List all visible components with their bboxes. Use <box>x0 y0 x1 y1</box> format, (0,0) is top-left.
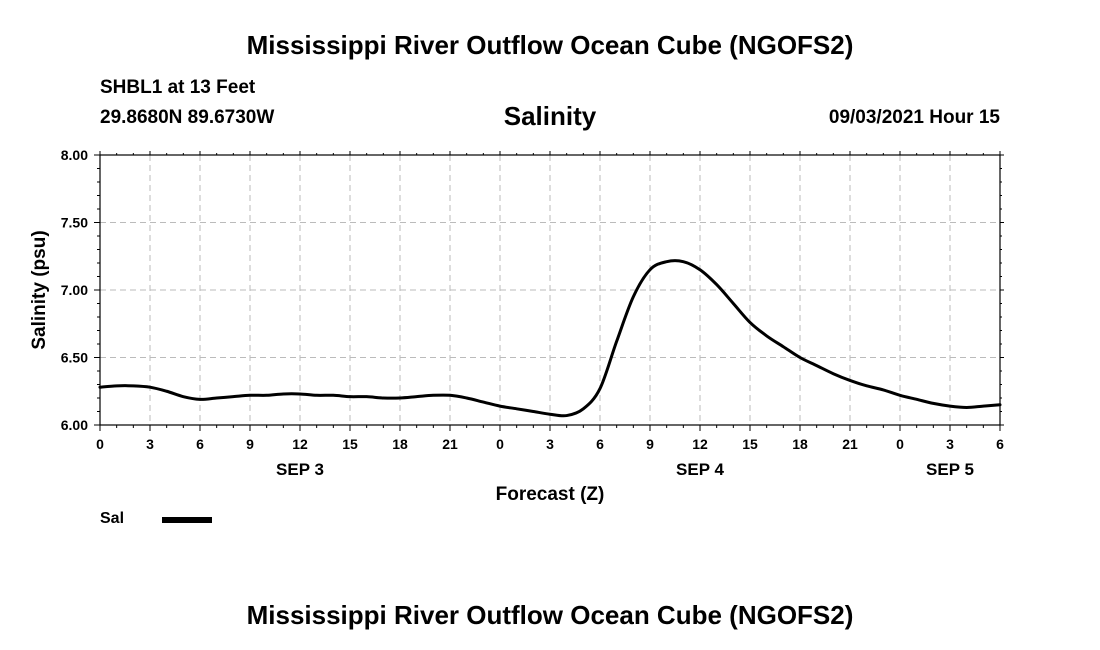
chart-footer-title: Mississippi River Outflow Ocean Cube (NG… <box>246 600 854 630</box>
station-coordinates: 29.8680N 89.6730W <box>100 107 275 128</box>
x-tick-label: 0 <box>896 436 904 452</box>
x-tick-label: 9 <box>646 436 654 452</box>
x-tick-label: 9 <box>246 436 254 452</box>
y-tick-label: 6.00 <box>61 417 88 433</box>
y-tick-label: 6.50 <box>61 350 88 366</box>
x-tick-label: 6 <box>196 436 204 452</box>
x-tick-label: 3 <box>546 436 554 452</box>
x-tick-label: 3 <box>146 436 154 452</box>
x-tick-label: 12 <box>692 436 708 452</box>
y-tick-label: 7.50 <box>61 215 88 231</box>
x-tick-label: 0 <box>96 436 104 452</box>
x-tick-label: 6 <box>596 436 604 452</box>
date-label: SEP 4 <box>676 460 724 479</box>
axis-labels: 0 3 6 9 12 15 18 21 0 3 6 9 12 15 18 21 0 3 6 6.00 6.50 7.00 7… <box>29 147 1004 505</box>
variable-title: Salinity <box>503 101 597 131</box>
x-tick-label: 21 <box>442 436 458 452</box>
x-tick-label: 15 <box>342 436 358 452</box>
chart-ticks <box>94 151 1004 431</box>
legend-line-swatch <box>162 517 212 523</box>
y-tick-label: 7.00 <box>61 282 88 298</box>
x-tick-label: 18 <box>792 436 808 452</box>
x-axis-title: Forecast (Z) <box>496 484 605 505</box>
y-tick-label: 8.00 <box>61 147 88 163</box>
chart-main-title: Mississippi River Outflow Ocean Cube (NG… <box>246 30 854 60</box>
y-axis-title: Salinity (psu) <box>29 230 50 349</box>
x-tick-label: 21 <box>842 436 858 452</box>
plot-frame <box>99 154 1001 426</box>
forecast-timestamp: 09/03/2021 Hour 15 <box>828 107 1000 128</box>
series-line-sal <box>98 259 1002 418</box>
legend-label: Sal <box>100 510 125 527</box>
x-tick-label: 15 <box>742 436 758 452</box>
x-tick-label: 18 <box>392 436 408 452</box>
x-tick-label: 6 <box>996 436 1004 452</box>
date-label: SEP 5 <box>926 460 974 479</box>
x-tick-label: 12 <box>292 436 308 452</box>
x-tick-label: 3 <box>946 436 954 452</box>
station-label: SHBL1 at 13 Feet <box>100 77 256 98</box>
series-group <box>98 259 1002 418</box>
date-label: SEP 3 <box>276 460 324 479</box>
x-tick-label: 0 <box>496 436 504 452</box>
chart-grid <box>100 155 1000 425</box>
